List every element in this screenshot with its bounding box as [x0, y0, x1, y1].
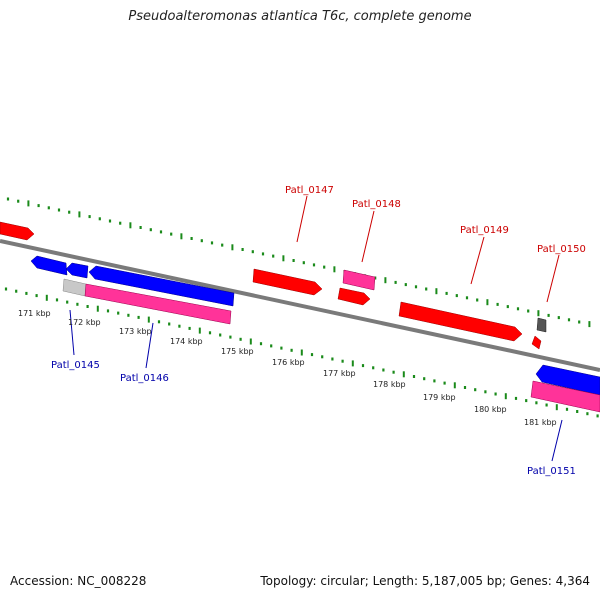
gene-feature-patl-0146-cds[interactable]	[88, 265, 235, 307]
gene-feature-patl-0146[interactable]	[84, 283, 232, 325]
label-patl-0149[interactable]: Patl_0149	[460, 225, 509, 236]
tick-label-176: 176 kbp	[272, 358, 305, 367]
tick-label-177: 177 kbp	[323, 369, 356, 378]
genome-backbone	[0, 239, 600, 372]
label-patl-0145[interactable]: Patl_0145	[51, 360, 100, 371]
tick-label-178: 178 kbp	[373, 380, 406, 389]
gene-feature-patl-0150[interactable]	[536, 317, 547, 333]
accession-text: Accession: NC_008228	[10, 574, 147, 588]
map-title: Pseudoalteromonas atlantica T6c, complet…	[128, 9, 472, 24]
gene-feature-patl-0149[interactable]	[398, 301, 523, 342]
leader-patl-0151	[551, 419, 563, 462]
lower-tick-track	[4, 287, 599, 418]
tick-label-180: 180 kbp	[474, 405, 507, 414]
label-patl-0151[interactable]: Patl_0151	[527, 466, 576, 477]
gene-feature-patl-0145-cds[interactable]	[65, 262, 89, 279]
leader-patl-0148	[361, 210, 375, 263]
leader-patl-0145	[69, 309, 75, 356]
label-patl-0147[interactable]: Patl_0147	[285, 185, 334, 196]
label-patl-0148[interactable]: Patl_0148	[352, 199, 401, 210]
gene-feature-patl-0144[interactable]	[30, 255, 68, 276]
leader-patl-0146	[145, 322, 154, 369]
gene-feature-patl-0147[interactable]	[252, 268, 323, 296]
label-patl-0150[interactable]: Patl_0150	[537, 244, 586, 255]
gene-feature-patl-0151-cds[interactable]	[535, 364, 600, 396]
gene-feature-patl-0150-cds[interactable]	[531, 335, 542, 350]
gene-feature-patl-0151[interactable]	[530, 380, 600, 413]
gene-feature-patl-0148[interactable]	[342, 269, 376, 291]
tick-label-173: 173 kbp	[119, 327, 152, 336]
tick-label-175: 175 kbp	[221, 347, 254, 356]
tick-label-174: 174 kbp	[170, 337, 203, 346]
tick-label-171: 171 kbp	[18, 309, 51, 318]
gene-feature-partial-left[interactable]	[0, 221, 35, 241]
tick-label-172: 172 kbp	[68, 318, 101, 327]
genome-summary-text: Topology: circular; Length: 5,187,005 bp…	[260, 574, 590, 588]
leader-patl-0149	[470, 236, 485, 285]
leader-patl-0150	[546, 254, 560, 303]
tick-label-181: 181 kbp	[524, 418, 557, 427]
tick-label-179: 179 kbp	[423, 393, 456, 402]
label-patl-0146[interactable]: Patl_0146	[120, 373, 169, 384]
gene-feature-patl-0148-cds[interactable]	[337, 287, 371, 306]
leader-patl-0147	[296, 195, 308, 243]
gene-feature-patl-0145[interactable]	[62, 278, 87, 297]
